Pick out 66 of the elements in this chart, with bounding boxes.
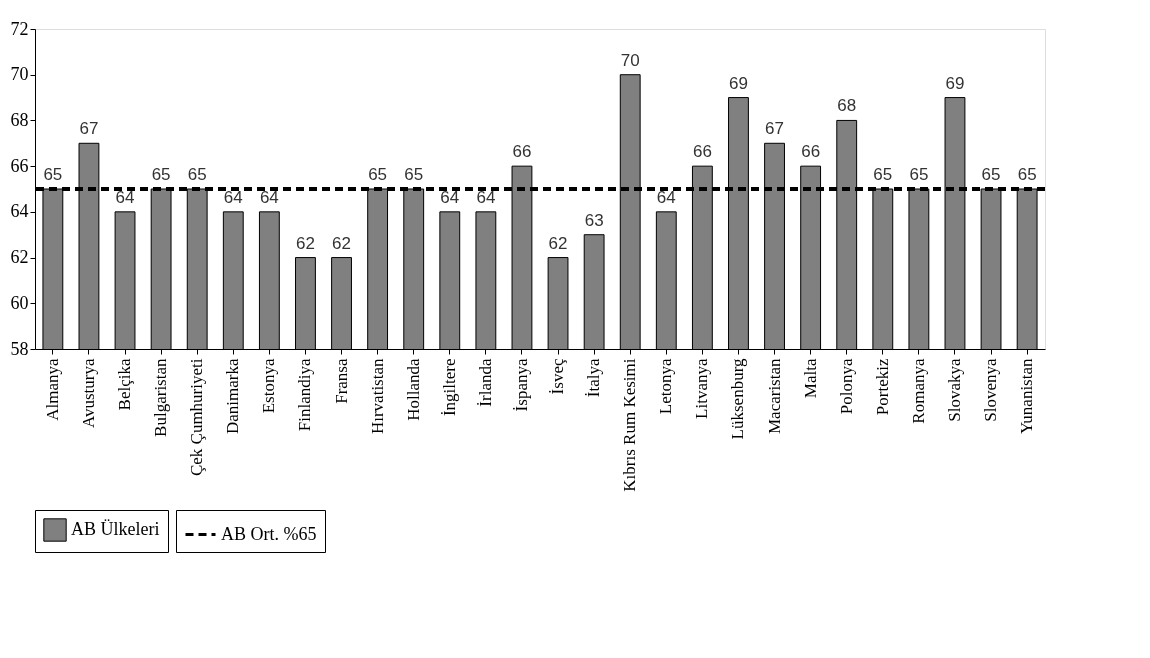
data-label: 65: [981, 165, 1001, 184]
y-tick-label: 70: [10, 64, 29, 85]
y-tick-label: 66: [10, 155, 29, 176]
x-tick-label: Kıbrıs Rum Kesimi: [620, 358, 640, 492]
data-label: 64: [440, 187, 460, 207]
x-tick-label: Polonya: [836, 358, 856, 415]
x-tick-label: Danimarka: [223, 358, 243, 435]
x-tick-label: İngiltere: [439, 358, 459, 417]
data-label: 66: [801, 142, 821, 162]
legend-label: AB Ort. %65: [221, 523, 317, 544]
x-tick-label: Yunanistan: [1017, 358, 1037, 435]
x-tick-label: İrlanda: [475, 358, 495, 407]
data-label: 64: [115, 187, 135, 207]
x-tick-label: Slovenya: [981, 358, 1001, 422]
data-label: 63: [584, 210, 604, 230]
x-tick-label: Estonya: [259, 358, 279, 414]
legend-label: AB Ülkeleri: [71, 519, 160, 539]
x-tick-label: Almanya: [42, 358, 62, 421]
x-tick-label: İsveç: [548, 358, 568, 395]
x-tick-label: Lüksenburg: [728, 358, 748, 440]
data-label: 65: [187, 165, 207, 184]
x-tick-label: İspanya: [511, 358, 531, 412]
data-label: 65: [909, 165, 929, 184]
data-label: 67: [765, 119, 785, 139]
data-label: 64: [223, 187, 243, 207]
y-tick-label: 72: [10, 18, 29, 39]
data-label: 65: [151, 165, 171, 184]
y-tick-label: 60: [10, 292, 29, 313]
y-tick-label: 62: [10, 247, 29, 268]
x-tick-label: Bulgaristan: [151, 358, 171, 437]
x-tick-label: Belçika: [115, 358, 135, 411]
data-label: 62: [548, 233, 568, 253]
x-tick-label: Litvanya: [692, 358, 712, 419]
data-label: 62: [332, 233, 351, 253]
x-tick-label: Hollanda: [403, 358, 423, 421]
x-tick-label: Fransa: [331, 358, 351, 404]
data-label: 65: [404, 165, 424, 184]
x-tick-label: Macaristan: [764, 358, 784, 435]
x-tick-label: Malta: [800, 358, 820, 399]
x-tick-label: Çek Çumhuriyeti: [187, 358, 207, 477]
x-tick-label: Finlandiya: [295, 358, 315, 432]
y-tick-label: 68: [10, 109, 29, 130]
x-tick-label: Avusturya: [78, 358, 98, 429]
x-tick-label: Romanya: [908, 358, 928, 424]
data-label: 65: [1017, 165, 1037, 184]
data-label: 65: [368, 165, 388, 184]
data-label: 66: [512, 142, 532, 162]
data-label: 69: [945, 73, 965, 93]
data-label: 68: [837, 96, 857, 116]
y-tick-label: 64: [10, 201, 29, 222]
data-label: 65: [873, 165, 893, 184]
data-label: 65: [43, 165, 63, 184]
x-tick-label: Letonya: [656, 358, 676, 415]
x-tick-label: Hırvatistan: [367, 358, 387, 435]
data-label: 64: [656, 187, 676, 207]
data-label: 70: [620, 50, 640, 70]
data-label: 64: [259, 187, 279, 207]
data-label: 69: [729, 73, 748, 93]
data-label: 66: [692, 142, 712, 162]
data-label: 62: [295, 233, 315, 253]
y-tick-label: 58: [10, 338, 29, 359]
x-tick-label: İtalya: [584, 358, 604, 398]
data-label: 64: [476, 187, 496, 207]
data-label: 67: [79, 119, 99, 139]
x-tick-label: Portekiz: [872, 358, 892, 416]
x-tick-label: Slovakya: [944, 358, 964, 422]
